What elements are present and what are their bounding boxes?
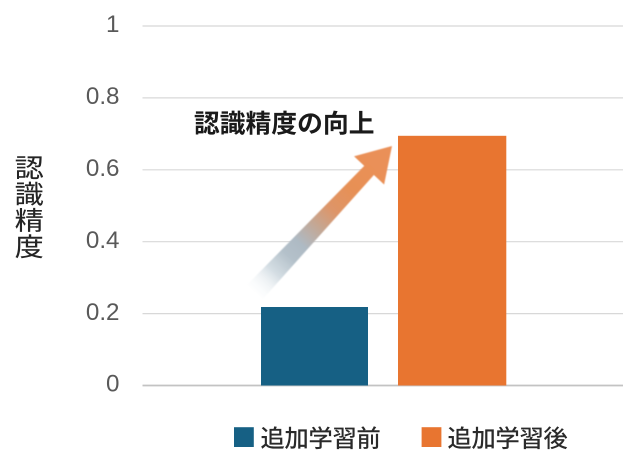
svg-text:0.6: 0.6 [86, 155, 120, 182]
svg-text:0: 0 [106, 371, 119, 398]
svg-text:0.4: 0.4 [86, 227, 120, 254]
svg-text:0.2: 0.2 [86, 299, 120, 326]
svg-text:0.8: 0.8 [86, 83, 120, 110]
svg-text:1: 1 [106, 11, 119, 38]
